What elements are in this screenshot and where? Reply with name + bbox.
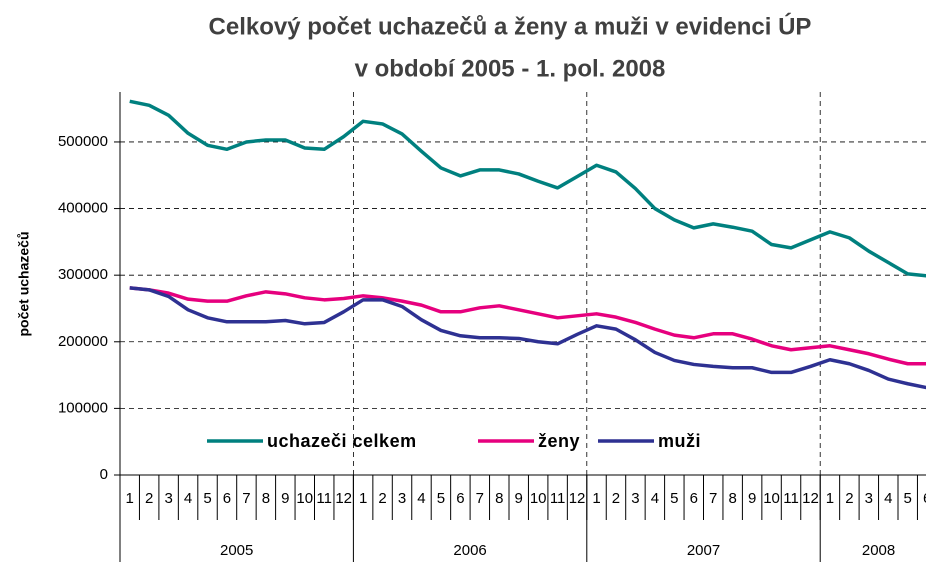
x-tick-label: 12: [335, 490, 352, 507]
y-tick-label: 100000: [58, 399, 108, 416]
x-tick-label: 5: [904, 490, 912, 507]
x-tick-label: 1: [359, 490, 367, 507]
x-tick-label: 8: [729, 490, 737, 507]
x-tick-label: 6: [923, 490, 926, 507]
chart-title: Celkový počet uchazečů a ženy a muži v e…: [209, 12, 812, 40]
x-tick-label: 4: [884, 490, 892, 507]
y-tick-label: 0: [100, 466, 108, 483]
series-line: [129, 286, 926, 366]
x-tick-label: 7: [476, 490, 484, 507]
x-tick-label: 12: [802, 490, 819, 507]
legend-label: ženy: [538, 431, 580, 451]
x-tick-label: 10: [763, 490, 780, 507]
x-tick-label: 3: [631, 490, 639, 507]
x-tick-label: 2: [612, 490, 620, 507]
legend-label: uchazeči celkem: [267, 431, 417, 451]
x-tick-label: 11: [783, 490, 799, 507]
x-tick-label: 2: [378, 490, 386, 507]
year-label: 2008: [862, 542, 895, 559]
x-tick-label: 6: [223, 490, 231, 507]
series-line: [129, 286, 926, 390]
y-axis-label: počet uchazečů: [16, 231, 32, 336]
x-tick-label: 8: [262, 490, 270, 507]
year-label: 2006: [453, 542, 486, 559]
x-tick-label: 1: [592, 490, 600, 507]
x-tick-label: 10: [530, 490, 547, 507]
y-tick-label: 500000: [58, 133, 108, 150]
chart-title: v období 2005 - 1. pol. 2008: [355, 55, 666, 82]
x-tick-label: 7: [709, 490, 717, 507]
x-tick-label: 3: [865, 490, 873, 507]
x-tick-label: 5: [437, 490, 445, 507]
x-tick-label: 3: [398, 490, 406, 507]
series-line: [129, 99, 926, 278]
x-tick-label: 4: [184, 490, 192, 507]
x-tick-label: 4: [417, 490, 425, 507]
y-tick-label: 200000: [58, 333, 108, 350]
x-tick-label: 7: [242, 490, 250, 507]
x-tick-label: 9: [281, 490, 289, 507]
x-tick-label: 9: [515, 490, 523, 507]
x-tick-label: 10: [296, 490, 313, 507]
x-tick-label: 5: [203, 490, 211, 507]
x-tick-label: 9: [748, 490, 756, 507]
x-tick-label: 6: [690, 490, 698, 507]
x-tick-label: 12: [569, 490, 586, 507]
x-tick-label: 1: [826, 490, 834, 507]
x-tick-label: 5: [670, 490, 678, 507]
year-label: 2005: [220, 542, 253, 559]
legend-label: muži: [658, 431, 701, 451]
y-tick-label: 300000: [58, 266, 108, 283]
x-tick-label: 8: [495, 490, 503, 507]
x-tick-label: 11: [550, 490, 566, 507]
x-tick-label: 3: [164, 490, 172, 507]
x-tick-label: 1: [126, 490, 134, 507]
x-tick-label: 2: [145, 490, 153, 507]
x-tick-label: 11: [316, 490, 332, 507]
x-tick-label: 2: [845, 490, 853, 507]
x-tick-label: 4: [651, 490, 659, 507]
year-label: 2007: [687, 542, 720, 559]
x-tick-label: 6: [456, 490, 464, 507]
y-tick-label: 400000: [58, 200, 108, 217]
